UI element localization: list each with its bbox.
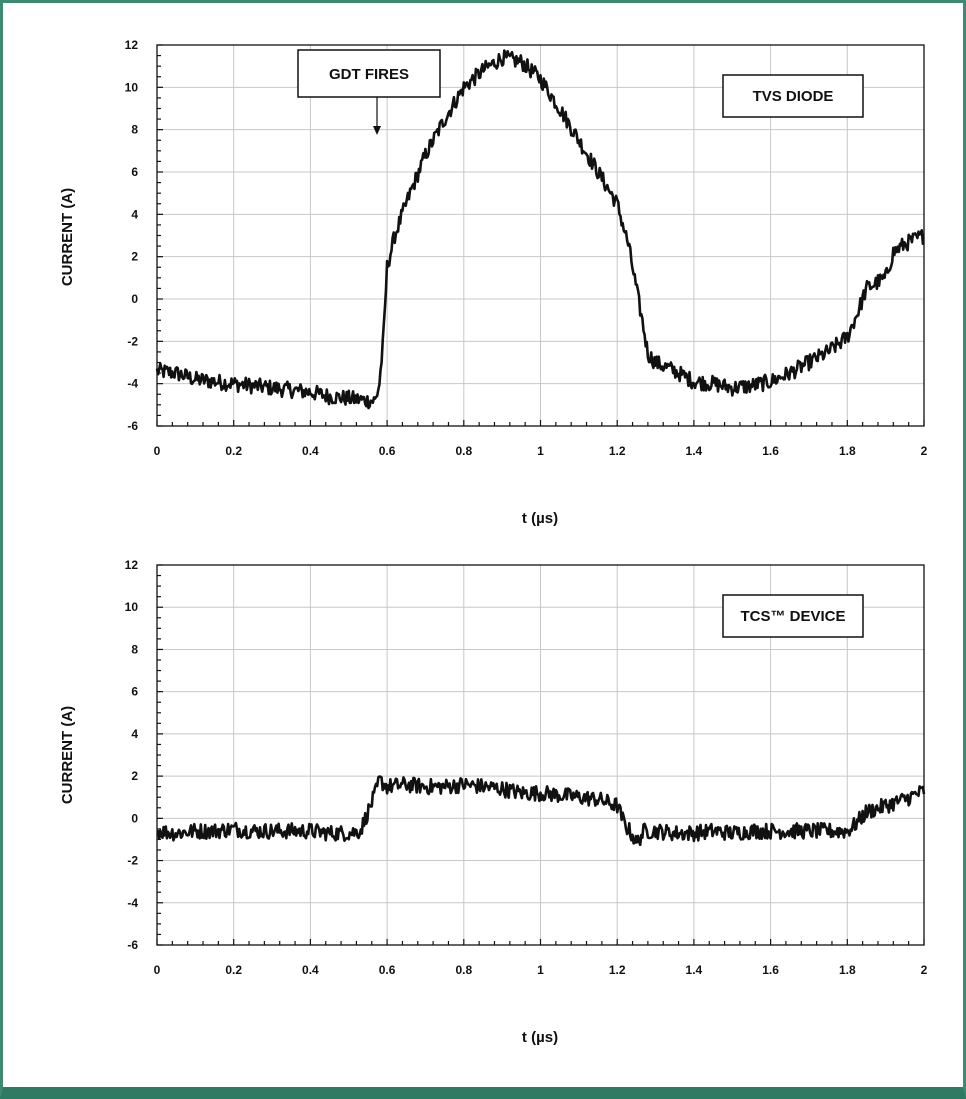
chart2-xlabel: t (µs) bbox=[522, 1029, 558, 1046]
x-tick-label: 0.6 bbox=[379, 444, 396, 458]
y-tick-label: 8 bbox=[131, 642, 138, 656]
gdt-fires-arrow-head bbox=[373, 126, 381, 135]
x-tick-label: 0.2 bbox=[225, 963, 242, 977]
chart1-ylabel: CURRENT (A) bbox=[59, 188, 76, 286]
y-tick-label: -2 bbox=[127, 334, 138, 348]
x-tick-label: 1.8 bbox=[839, 444, 856, 458]
y-tick-label: -6 bbox=[127, 938, 138, 952]
tvs-diode-label: TVS DIODE bbox=[753, 88, 834, 105]
y-tick-label: 12 bbox=[125, 38, 139, 52]
y-tick-label: -6 bbox=[127, 419, 138, 433]
x-tick-label: 1 bbox=[537, 444, 544, 458]
x-tick-label: 0.4 bbox=[302, 963, 319, 977]
chart-1: 0 0.2 0.4 0.6 0.8 1 1.2 1.4 1.6 1.8 2 12 10 8 6 4 2 0 -2 -4… bbox=[125, 38, 928, 458]
x-tick-label: 0.8 bbox=[455, 963, 472, 977]
x-tick-label: 0.8 bbox=[455, 444, 472, 458]
x-tick-label: 0.2 bbox=[225, 444, 242, 458]
tcs-device-box bbox=[722, 594, 864, 638]
y-tick-label: 12 bbox=[125, 558, 139, 572]
x-tick-label: 1.4 bbox=[686, 444, 703, 458]
x-tick-label: 1.4 bbox=[686, 963, 703, 977]
x-tick-label: 1.2 bbox=[609, 963, 626, 977]
y-tick-label: 10 bbox=[125, 600, 139, 614]
y-tick-label: 10 bbox=[125, 80, 139, 94]
y-tick-label: 2 bbox=[131, 250, 138, 264]
y-tick-label: -4 bbox=[127, 377, 138, 391]
gdt-fires-label: GDT FIRES bbox=[329, 66, 409, 83]
x-tick-label: 1.6 bbox=[762, 444, 779, 458]
tcs-device-annotation: TCS™ DEVICE bbox=[722, 594, 864, 638]
y-tick-label: 6 bbox=[131, 165, 138, 179]
y-tick-label: -4 bbox=[127, 896, 138, 910]
tvs-diode-annotation: TVS DIODE bbox=[722, 74, 864, 118]
y-tick-label: 2 bbox=[131, 769, 138, 783]
y-tick-label: -2 bbox=[127, 854, 138, 868]
tvs-diode-box bbox=[722, 74, 864, 118]
x-tick-label: 0 bbox=[154, 444, 161, 458]
chart2-ylabel: CURRENT (A) bbox=[59, 706, 76, 804]
y-tick-label: 6 bbox=[131, 685, 138, 699]
y-tick-label: 0 bbox=[131, 292, 138, 306]
current-trace-series bbox=[156, 775, 926, 847]
gdt-fires-box bbox=[297, 49, 441, 98]
x-tick-label: 1.2 bbox=[609, 444, 626, 458]
y-tick-label: 8 bbox=[131, 123, 138, 137]
chart1-xlabel: t (µs) bbox=[522, 510, 558, 527]
y-tick-label: 0 bbox=[131, 811, 138, 825]
x-tick-label: 0.6 bbox=[379, 963, 396, 977]
x-tick-label: 0 bbox=[154, 963, 161, 977]
x-tick-label: 2 bbox=[921, 444, 928, 458]
x-tick-label: 0.4 bbox=[302, 444, 319, 458]
x-tick-label: 1.6 bbox=[762, 963, 779, 977]
x-tick-label: 2 bbox=[921, 963, 928, 977]
y-tick-label: 4 bbox=[131, 727, 138, 741]
x-tick-label: 1.8 bbox=[839, 963, 856, 977]
tcs-device-label: TCS™ DEVICE bbox=[740, 608, 845, 625]
gdt-fires-annotation: GDT FIRES bbox=[297, 49, 441, 135]
current-trace-series bbox=[155, 49, 925, 410]
y-tick-label: 4 bbox=[131, 207, 138, 221]
x-tick-label: 1 bbox=[537, 963, 544, 977]
